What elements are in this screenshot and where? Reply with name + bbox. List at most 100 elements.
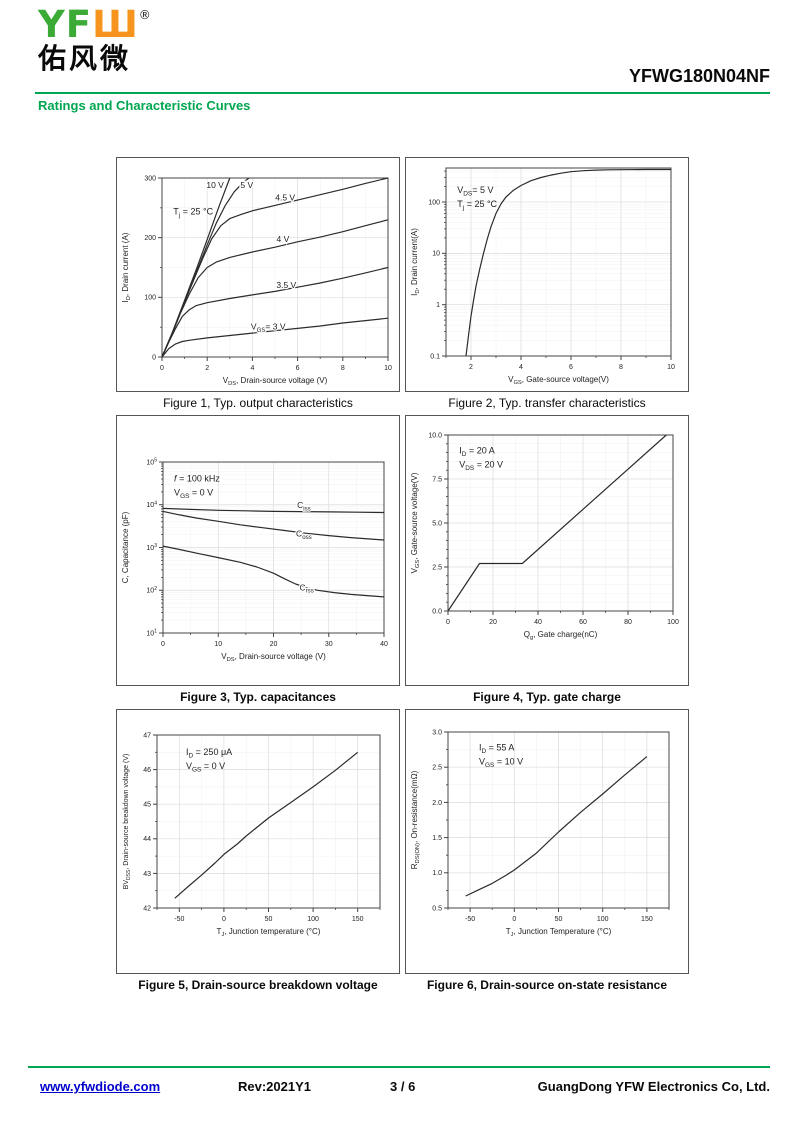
svg-text:4: 4 xyxy=(519,364,523,371)
svg-text:0: 0 xyxy=(222,916,226,923)
svg-text:10 V: 10 V xyxy=(206,180,224,190)
part-number: YFWG180N04NF xyxy=(628,66,770,86)
svg-text:VGS, Gate-source voltage(V): VGS, Gate-source voltage(V) xyxy=(508,375,609,386)
svg-text:6: 6 xyxy=(296,365,300,372)
svg-text:0.1: 0.1 xyxy=(430,353,440,360)
svg-text:0: 0 xyxy=(512,916,516,923)
svg-text:100: 100 xyxy=(144,295,156,302)
svg-text:VGS= 3 V: VGS= 3 V xyxy=(251,322,286,334)
svg-text:43: 43 xyxy=(143,871,151,878)
figure2-panel: 2 4 6 8 10 0.1 1 10 100 VGS, Gate-source voltage(… xyxy=(405,157,689,415)
logo-wordmark: YFШ® xyxy=(38,6,152,43)
svg-text:1.5: 1.5 xyxy=(432,835,442,842)
figure5-panel: -50 0 50 100 150 42 43 44 45 46 47 TJ, Junction tem… xyxy=(116,709,400,997)
svg-text:-50: -50 xyxy=(174,916,184,923)
svg-text:VDS = 20 V: VDS = 20 V xyxy=(459,459,503,472)
svg-text:Tj = 25 °C: Tj = 25 °C xyxy=(173,206,213,219)
svg-text:Crss: Crss xyxy=(300,582,314,594)
figure6-on-resistance-plot: -50 0 50 100 150 0.5 1.0 1.5 2.0 2.5 3.0 TJ, Juncti… xyxy=(410,729,670,938)
svg-text:50: 50 xyxy=(265,916,273,923)
svg-text:150: 150 xyxy=(641,916,653,923)
figure3-panel: 0 10 20 30 40 101 102 103 104 105 VDS, Drain-sourc… xyxy=(116,415,400,709)
svg-text:102: 102 xyxy=(146,586,157,595)
logo-chinese-name: 佑风微 xyxy=(38,42,132,75)
company-name: GuangDong YFW Electronics Co, Ltd. xyxy=(537,1079,770,1094)
svg-text:100: 100 xyxy=(667,619,679,626)
svg-text:4: 4 xyxy=(250,365,254,372)
svg-text:TJ, Junction Temperature (°C): TJ, Junction Temperature (°C) xyxy=(506,927,612,938)
svg-text:TJ, Junction temperature (°C): TJ, Junction temperature (°C) xyxy=(217,927,321,938)
svg-text:300: 300 xyxy=(144,175,156,182)
figure4-gate-charge-plot: 0 20 40 60 80 100 0.0 2.5 5.0 7.5 10.0 Qg, Gate cha… xyxy=(410,432,679,641)
svg-text:60: 60 xyxy=(579,619,587,626)
svg-text:50: 50 xyxy=(555,916,563,923)
svg-text:Coss: Coss xyxy=(296,529,312,541)
figure1-caption: Figure 1, Typ. output characteristics xyxy=(163,396,353,410)
figure4-panel: 0 20 40 60 80 100 0.0 2.5 5.0 7.5 10.0 Qg, Gate cha… xyxy=(405,415,689,709)
registered-trademark-icon: ® xyxy=(138,8,152,22)
figure6-chart-box: -50 0 50 100 150 0.5 1.0 1.5 2.0 2.5 3.0 TJ, Juncti… xyxy=(405,709,689,974)
figure2-chart-box: 2 4 6 8 10 0.1 1 10 100 VGS, Gate-source voltage(… xyxy=(405,157,689,392)
svg-text:100: 100 xyxy=(307,916,319,923)
svg-text:4.5 V: 4.5 V xyxy=(275,193,295,203)
svg-text:ID = 55 A: ID = 55 A xyxy=(479,742,514,755)
figure5-caption: Figure 5, Drain-source breakdown voltage xyxy=(138,978,378,992)
svg-text:VDS, Drain-source voltage (V): VDS, Drain-source voltage (V) xyxy=(221,652,326,663)
svg-text:2: 2 xyxy=(469,364,473,371)
svg-text:VGS = 10 V: VGS = 10 V xyxy=(479,756,523,769)
svg-text:200: 200 xyxy=(144,235,156,242)
svg-text:2.0: 2.0 xyxy=(432,800,442,807)
svg-text:VDS= 5 V: VDS= 5 V xyxy=(457,185,493,198)
logo-w-glyph: Ш xyxy=(92,3,139,46)
svg-text:8: 8 xyxy=(619,364,623,371)
figure3-capacitances-plot: 0 10 20 30 40 101 102 103 104 105 VDS, Drain-sourc… xyxy=(121,458,388,664)
svg-text:VGS = 0 V: VGS = 0 V xyxy=(174,488,213,501)
svg-text:5.0: 5.0 xyxy=(432,520,442,527)
svg-text:150: 150 xyxy=(352,916,364,923)
figure5-chart-box: -50 0 50 100 150 42 43 44 45 46 47 TJ, Junction tem… xyxy=(116,709,400,974)
logo-yf-letters: YF xyxy=(38,3,93,46)
svg-text:C, Capacitance (pF): C, Capacitance (pF) xyxy=(121,511,130,583)
svg-text:VDS, Drain-source voltage (V): VDS, Drain-source voltage (V) xyxy=(223,376,328,387)
revision-label: Rev:2021Y1 xyxy=(238,1079,311,1094)
figure4-chart-box: 0 20 40 60 80 100 0.0 2.5 5.0 7.5 10.0 Qg, Gate cha… xyxy=(405,415,689,686)
svg-text:VGS = 0 V: VGS = 0 V xyxy=(186,761,225,774)
svg-text:10: 10 xyxy=(384,365,392,372)
svg-text:ID = 250 μA: ID = 250 μA xyxy=(186,747,232,760)
svg-text:100: 100 xyxy=(597,916,609,923)
svg-text:4 V: 4 V xyxy=(277,234,290,244)
svg-text:103: 103 xyxy=(146,543,157,552)
svg-text:0.5: 0.5 xyxy=(432,905,442,912)
svg-text:BVDSS, Drain-source breakdown: BVDSS, Drain-source breakdown voltage (V… xyxy=(123,754,132,890)
header-divider xyxy=(35,92,770,94)
svg-text:5 V: 5 V xyxy=(240,180,253,190)
svg-text:45: 45 xyxy=(143,802,151,809)
figure4-caption: Figure 4, Typ. gate charge xyxy=(473,690,621,704)
svg-text:2.5: 2.5 xyxy=(432,564,442,571)
figure2-transfer-characteristics-plot: 2 4 6 8 10 0.1 1 10 100 VGS, Gate-source voltage(… xyxy=(410,167,675,386)
svg-text:42: 42 xyxy=(143,905,151,912)
svg-text:47: 47 xyxy=(143,732,151,739)
svg-text:Tj = 25 °C: Tj = 25 °C xyxy=(457,199,497,212)
figure2-caption: Figure 2, Typ. transfer characteristics xyxy=(448,396,646,410)
svg-text:3.0: 3.0 xyxy=(432,729,442,736)
svg-text:10: 10 xyxy=(432,251,440,258)
company-logo: YFШ® 佑风微 xyxy=(38,6,152,73)
figure6-caption: Figure 6, Drain-source on-state resistan… xyxy=(426,978,668,992)
svg-text:104: 104 xyxy=(146,500,157,509)
website-link[interactable]: www.yfwdiode.com xyxy=(40,1079,161,1094)
svg-text:2.5: 2.5 xyxy=(432,765,442,772)
svg-text:101: 101 xyxy=(146,629,157,638)
svg-text:10.0: 10.0 xyxy=(428,432,442,439)
svg-text:1: 1 xyxy=(436,302,440,309)
svg-text:1.0: 1.0 xyxy=(432,870,442,877)
svg-text:ID, Drain current(A): ID, Drain current(A) xyxy=(410,228,421,296)
footer-divider xyxy=(28,1066,770,1068)
svg-text:80: 80 xyxy=(624,619,632,626)
svg-text:ID = 20 A: ID = 20 A xyxy=(459,445,494,458)
svg-text:0: 0 xyxy=(152,354,156,361)
svg-text:ID, Drain current (A): ID, Drain current (A) xyxy=(121,232,132,302)
svg-text:8: 8 xyxy=(341,365,345,372)
